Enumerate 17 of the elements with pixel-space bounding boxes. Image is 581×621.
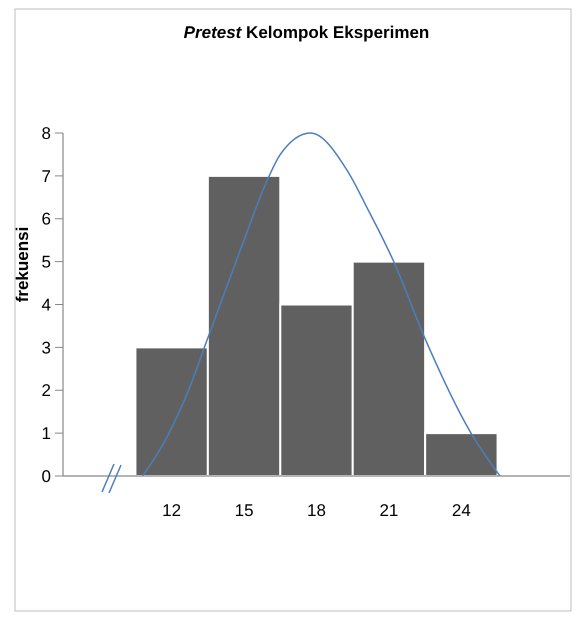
y-tick-label: 4: [42, 295, 51, 314]
x-tick-label: 21: [379, 501, 398, 520]
y-tick-label: 0: [42, 466, 51, 486]
x-tick-label: 24: [452, 501, 471, 520]
y-tick-label: 5: [42, 252, 51, 272]
x-tick-label: 15: [234, 501, 254, 520]
chart-title: Pretest Kelompok Eksperimen: [184, 23, 430, 42]
line-series: [142, 132, 501, 477]
y-tick-label: 7: [42, 166, 51, 186]
y-tick-label: 3: [42, 338, 51, 358]
y-tick-label: 2: [42, 381, 51, 400]
x-tick-label: 12: [162, 501, 182, 520]
y-tick-label: 1: [42, 424, 51, 444]
y-tick-label: 6: [42, 210, 51, 229]
y-axis-title: frekuensi: [13, 226, 32, 302]
y-tick-label: 8: [42, 124, 51, 143]
x-tick-label: 18: [307, 501, 326, 520]
